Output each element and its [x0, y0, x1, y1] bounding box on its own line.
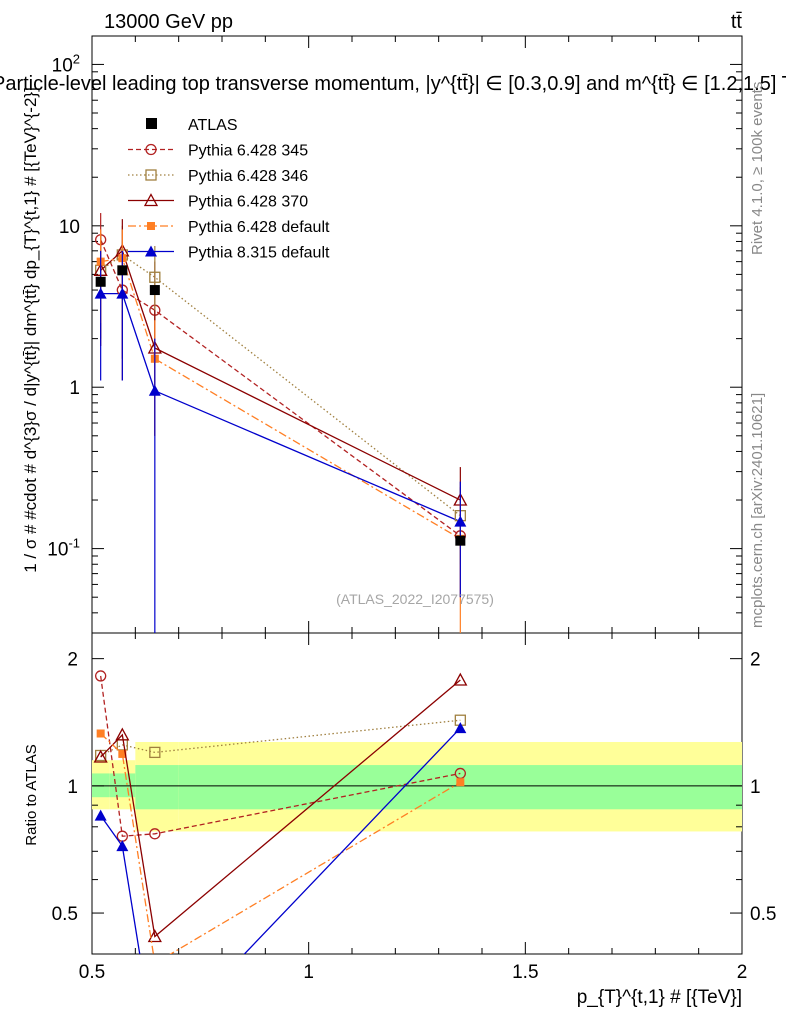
process-label: tt̄: [731, 11, 743, 33]
y-tick-label: 1: [69, 378, 80, 399]
series-ratio-marker: [149, 828, 161, 840]
series-ratio-marker: [93, 749, 108, 763]
legend-marker: [145, 143, 157, 156]
series-line-main: [100, 292, 461, 523]
atlas-data-point: [117, 265, 128, 276]
atlas-data-point: [95, 276, 106, 287]
atlas-data-point: [149, 285, 160, 296]
legend-marker: [145, 245, 157, 257]
ratio-band-inner: [135, 765, 179, 810]
ratio-y-axis-label: Ratio to ATLAS: [23, 744, 40, 845]
y-tick-label: 10: [59, 217, 80, 238]
x-tick-label: 0.5: [79, 962, 105, 983]
series-ratio-marker: [147, 929, 162, 943]
series-line-ratio: [100, 719, 461, 757]
mcplots-label: mcplots.cern.ch [arXiv:2401.10621]: [749, 393, 766, 628]
y-tick-label: 10-1: [47, 536, 80, 561]
ratio-tick-label: 0.5: [52, 904, 78, 925]
series-marker: [149, 271, 161, 283]
legend-label: Pythia 6.428 345: [188, 143, 308, 160]
uncertainty-bands: [92, 741, 742, 832]
series-line-ratio: [100, 679, 461, 938]
series-line-main: [100, 257, 461, 540]
analysis-id: (ATLAS_2022_I2077575): [336, 591, 494, 607]
ratio-series-lines: [100, 675, 461, 954]
ratio-band-inner: [178, 765, 742, 810]
series-line-main: [100, 254, 461, 517]
series-ratio-marker: [453, 672, 468, 686]
ratio-tick-label: 1: [67, 777, 78, 798]
series-marker: [94, 287, 107, 299]
series-ratio-marker: [115, 727, 130, 741]
ratio-tick-label: 2: [750, 650, 761, 671]
legend-marker: [143, 193, 159, 207]
legend-label: Pythia 6.428 370: [188, 194, 308, 211]
legend-label: Pythia 8.315 default: [188, 245, 330, 262]
legend-marker: [146, 118, 157, 129]
series-line-main: [100, 249, 461, 501]
series-markers: [93, 213, 468, 943]
ratio-band-inner: [92, 773, 110, 798]
series-ratio-marker: [454, 722, 467, 734]
x-tick-label: 1.5: [512, 962, 538, 983]
series-lines: [100, 239, 461, 540]
series-ratio-marker: [95, 670, 107, 682]
legend-marker: [145, 169, 157, 181]
plot-title: Particle-level leading top transverse mo…: [0, 73, 786, 95]
legend-marker: [147, 222, 155, 230]
series-ratio-marker: [94, 809, 107, 821]
series-marker: [454, 515, 467, 527]
x-tick-label: 2: [737, 962, 748, 983]
x-tick-label: 1: [303, 962, 314, 983]
legend-label: Pythia 6.428 346: [188, 168, 308, 185]
rivet-label: Rivet 4.1.0, ≥ 100k events: [749, 82, 766, 255]
series-marker: [116, 287, 129, 299]
legend-label: Pythia 6.428 default: [188, 219, 330, 236]
y-axis-label: 1 / σ # #cdot # d^{3}σ / d|y^{tt̄}| dm^{…: [21, 87, 40, 573]
ratio-tick-label: 0.5: [750, 904, 776, 925]
energy-label: 13000 GeV pp: [104, 11, 233, 33]
series-marker: [148, 384, 161, 396]
ratio-tick-label: 1: [750, 777, 761, 798]
legend-label: ATLAS: [188, 117, 238, 134]
series-ratio-marker: [149, 746, 161, 759]
ratio-tick-label: 2: [67, 650, 78, 671]
series-line-ratio: [100, 727, 461, 954]
x-axis-label: p_{T}^{t,1} # [{TeV}]: [577, 987, 742, 1008]
atlas-data-point: [455, 535, 466, 546]
series-line-ratio: [100, 733, 461, 954]
legend: ATLAS Pythia 6.428 345 Pythia 6.428 346 Pyt…: [128, 117, 330, 262]
series-ratio-marker: [118, 749, 127, 758]
